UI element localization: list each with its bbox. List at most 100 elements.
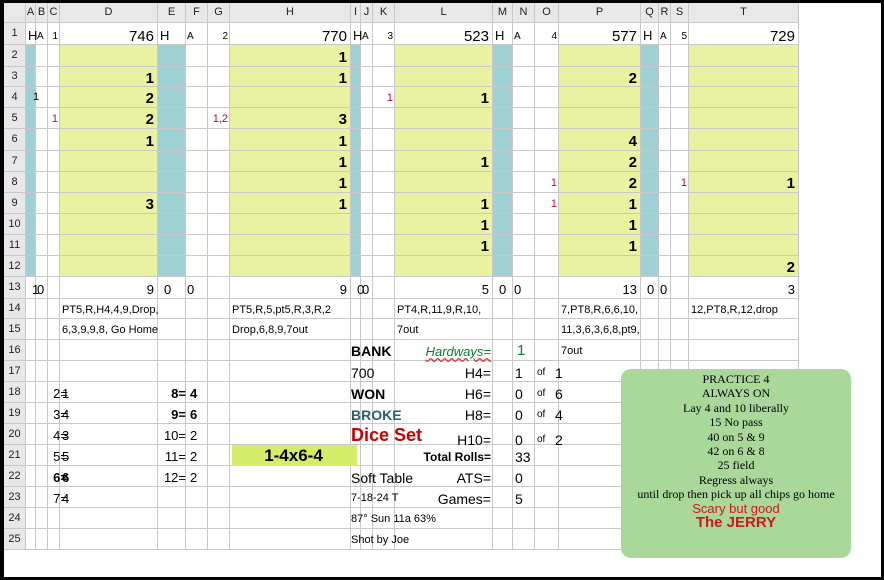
grid-cell[interactable]: [395, 214, 493, 235]
grid-cell[interactable]: [60, 529, 158, 550]
grid-cell[interactable]: [559, 256, 641, 277]
grid-cell[interactable]: [535, 87, 559, 108]
grid-cell[interactable]: [641, 319, 659, 340]
grid-cell[interactable]: [230, 277, 351, 299]
column-header-m[interactable]: M: [493, 3, 513, 23]
grid-cell[interactable]: [208, 466, 230, 487]
grid-cell[interactable]: [60, 424, 158, 445]
grid-cell[interactable]: [361, 23, 373, 45]
grid-cell[interactable]: [158, 108, 186, 129]
grid-cell[interactable]: [36, 403, 48, 424]
grid-cell[interactable]: [230, 340, 351, 361]
grid-cell[interactable]: [535, 129, 559, 151]
grid-cell[interactable]: [26, 403, 36, 424]
grid-cell[interactable]: [208, 361, 230, 382]
grid-cell[interactable]: [373, 129, 395, 151]
grid-cell[interactable]: [36, 299, 48, 319]
grid-cell[interactable]: [689, 67, 799, 87]
grid-cell[interactable]: [158, 445, 186, 466]
grid-cell[interactable]: [493, 129, 513, 151]
grid-cell[interactable]: [395, 487, 493, 508]
grid-cell[interactable]: [395, 361, 493, 382]
grid-cell[interactable]: [513, 23, 535, 45]
grid-cell[interactable]: [26, 235, 36, 256]
grid-cell[interactable]: [559, 299, 641, 319]
grid-cell[interactable]: [158, 235, 186, 256]
grid-cell[interactable]: [641, 214, 659, 235]
grid-cell[interactable]: [26, 256, 36, 277]
grid-cell[interactable]: [351, 466, 361, 487]
grid-cell[interactable]: [535, 214, 559, 235]
grid-cell[interactable]: [641, 193, 659, 214]
grid-cell[interactable]: [373, 193, 395, 214]
grid-cell[interactable]: [373, 445, 395, 466]
grid-cell[interactable]: [230, 214, 351, 235]
grid-cell[interactable]: [373, 108, 395, 129]
grid-cell[interactable]: [671, 256, 689, 277]
grid-cell[interactable]: [513, 445, 535, 466]
grid-cell[interactable]: [395, 277, 493, 299]
grid-cell[interactable]: [351, 508, 361, 529]
grid-cell[interactable]: [36, 487, 48, 508]
grid-cell[interactable]: [395, 129, 493, 151]
row-header-8[interactable]: 8: [4, 172, 26, 193]
grid-cell[interactable]: [186, 172, 208, 193]
grid-cell[interactable]: [26, 487, 36, 508]
grid-cell[interactable]: [559, 340, 641, 361]
grid-cell[interactable]: [158, 67, 186, 87]
grid-cell[interactable]: [641, 256, 659, 277]
grid-cell[interactable]: [395, 256, 493, 277]
grid-cell[interactable]: [60, 256, 158, 277]
grid-cell[interactable]: [186, 129, 208, 151]
grid-cell[interactable]: [535, 235, 559, 256]
grid-cell[interactable]: [186, 214, 208, 235]
grid-cell[interactable]: [158, 508, 186, 529]
grid-cell[interactable]: [559, 235, 641, 256]
grid-cell[interactable]: [559, 129, 641, 151]
grid-cell[interactable]: [659, 235, 671, 256]
grid-cell[interactable]: [158, 277, 186, 299]
grid-cell[interactable]: [535, 256, 559, 277]
grid-cell[interactable]: [208, 151, 230, 172]
grid-cell[interactable]: [230, 299, 351, 319]
grid-cell[interactable]: [395, 340, 493, 361]
grid-cell[interactable]: [671, 45, 689, 67]
grid-cell[interactable]: [208, 277, 230, 299]
grid-cell[interactable]: [48, 424, 60, 445]
row-header-20[interactable]: 20: [4, 424, 26, 445]
grid-cell[interactable]: [659, 129, 671, 151]
grid-cell[interactable]: [395, 172, 493, 193]
grid-cell[interactable]: [689, 235, 799, 256]
grid-cell[interactable]: [351, 23, 361, 45]
grid-cell[interactable]: [36, 382, 48, 403]
grid-cell[interactable]: [60, 466, 158, 487]
column-header-c[interactable]: C: [48, 3, 60, 23]
grid-cell[interactable]: [60, 361, 158, 382]
grid-cell[interactable]: [493, 108, 513, 129]
grid-cell[interactable]: [186, 340, 208, 361]
grid-cell[interactable]: [689, 299, 799, 319]
grid-cell[interactable]: [513, 87, 535, 108]
grid-cell[interactable]: [186, 529, 208, 550]
row-header-3[interactable]: 3: [4, 67, 26, 87]
grid-cell[interactable]: [659, 23, 671, 45]
grid-cell[interactable]: [641, 277, 659, 299]
grid-cell[interactable]: [36, 235, 48, 256]
grid-cell[interactable]: [351, 193, 361, 214]
grid-cell[interactable]: [513, 129, 535, 151]
grid-cell[interactable]: [689, 172, 799, 193]
grid-cell[interactable]: [689, 214, 799, 235]
grid-cell[interactable]: [513, 529, 535, 550]
grid-cell[interactable]: [513, 193, 535, 214]
column-header-p[interactable]: P: [559, 3, 641, 23]
row-header-16[interactable]: 16: [4, 340, 26, 361]
grid-cell[interactable]: [60, 277, 158, 299]
grid-cell[interactable]: [513, 277, 535, 299]
grid-cell[interactable]: [361, 108, 373, 129]
grid-cell[interactable]: [493, 235, 513, 256]
row-header-4[interactable]: 4: [4, 87, 26, 108]
grid-cell[interactable]: [60, 445, 158, 466]
grid-cell[interactable]: [26, 87, 36, 108]
grid-cell[interactable]: [158, 299, 186, 319]
grid-cell[interactable]: [641, 23, 659, 45]
